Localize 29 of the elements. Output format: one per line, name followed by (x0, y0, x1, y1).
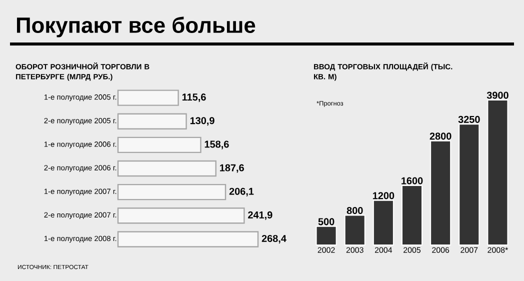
data-label: 115,6 (182, 94, 206, 102)
data-label: 268,4 (262, 234, 286, 244)
bar (372, 200, 394, 246)
bar (430, 140, 452, 246)
data-label: 241,9 (248, 211, 272, 220)
data-label: 500 (318, 218, 334, 226)
bar (458, 124, 480, 246)
bar (344, 214, 366, 246)
data-label: 2800 (430, 132, 452, 140)
data-label: 3900 (486, 92, 508, 99)
data-label: 1600 (402, 177, 423, 184)
data-label: 3250 (458, 116, 480, 123)
bar (117, 160, 216, 177)
data-label: 130,9 (190, 117, 214, 126)
bar (117, 136, 202, 154)
bar (316, 226, 337, 246)
bar (117, 231, 259, 248)
bar (117, 184, 226, 200)
data-label: 800 (346, 207, 363, 214)
data-label: 206,1 (229, 188, 254, 196)
bar (117, 208, 245, 224)
bar (117, 113, 187, 130)
data-label: 187,6 (220, 164, 244, 173)
bar (117, 90, 179, 106)
data-label: 1200 (372, 192, 394, 200)
bar (402, 185, 423, 246)
data-label: 158,6 (204, 140, 229, 150)
chart-title: Покупают все больше (16, 16, 256, 38)
bar (487, 100, 508, 246)
